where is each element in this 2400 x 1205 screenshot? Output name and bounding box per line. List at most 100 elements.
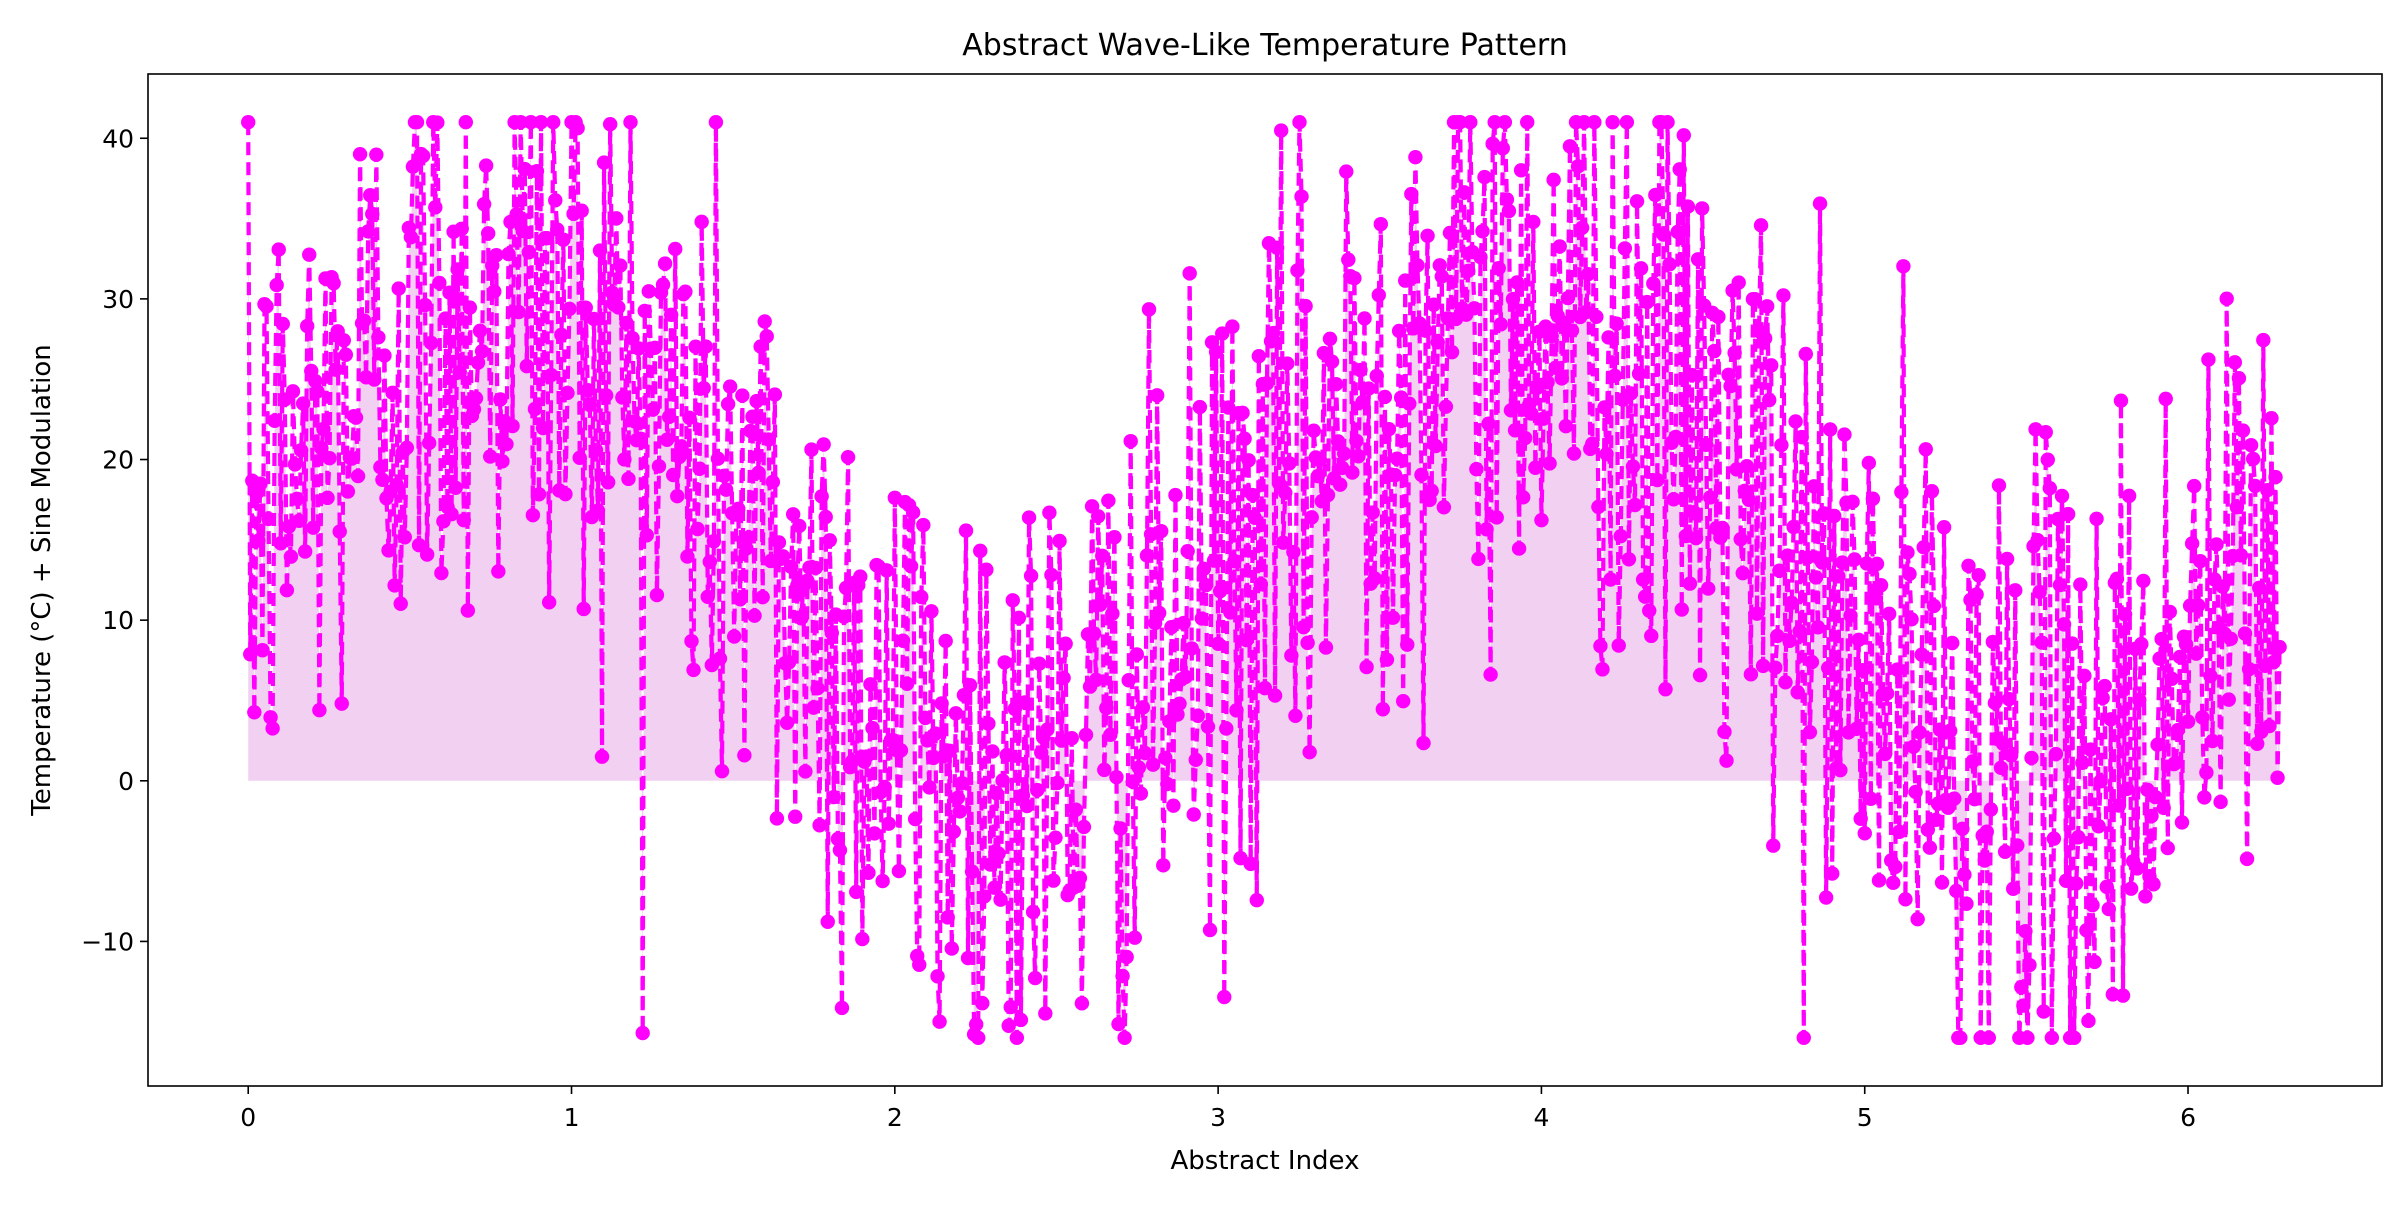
data-point bbox=[1603, 572, 1618, 587]
data-point bbox=[1999, 551, 2015, 567]
data-point bbox=[1845, 494, 1860, 510]
data-point bbox=[1892, 824, 1907, 840]
data-point bbox=[623, 114, 638, 130]
data-point bbox=[430, 115, 445, 130]
data-point bbox=[1847, 552, 1862, 567]
data-point bbox=[822, 533, 837, 548]
data-point bbox=[863, 677, 878, 692]
data-point bbox=[2038, 425, 2053, 440]
data-point bbox=[320, 490, 335, 506]
data-point bbox=[470, 355, 486, 370]
data-point bbox=[1190, 708, 1206, 724]
data-point bbox=[830, 831, 846, 847]
data-point bbox=[1044, 567, 1059, 583]
data-point bbox=[2215, 579, 2230, 594]
data-point bbox=[649, 587, 665, 603]
data-point bbox=[1269, 240, 1285, 256]
data-point bbox=[1330, 434, 1346, 449]
data-point bbox=[517, 161, 532, 177]
data-point bbox=[1574, 220, 1590, 236]
data-point bbox=[1707, 343, 1722, 359]
data-point bbox=[1599, 446, 1614, 462]
data-point bbox=[1719, 753, 1734, 768]
data-point bbox=[1467, 301, 1482, 316]
data-point bbox=[1001, 1018, 1016, 1033]
data-point bbox=[1961, 558, 1976, 574]
data-point bbox=[1507, 423, 1523, 438]
data-point bbox=[287, 457, 303, 472]
data-point bbox=[661, 409, 677, 425]
data-point bbox=[2008, 583, 2023, 598]
data-point bbox=[2195, 710, 2210, 725]
data-point bbox=[1387, 467, 1403, 483]
data-point bbox=[1196, 561, 1212, 577]
data-point bbox=[1345, 465, 1360, 480]
data-point bbox=[1802, 725, 1818, 740]
y-tick-label: 40 bbox=[102, 124, 134, 153]
data-point bbox=[1011, 610, 1027, 625]
data-point bbox=[1353, 362, 1368, 378]
data-point bbox=[1286, 544, 1301, 560]
data-point bbox=[295, 396, 311, 411]
data-point bbox=[985, 744, 1000, 759]
data-point bbox=[417, 297, 433, 313]
data-point bbox=[1090, 509, 1106, 524]
data-point bbox=[1438, 399, 1454, 414]
data-point bbox=[1991, 478, 2007, 493]
data-point bbox=[621, 471, 636, 487]
data-point bbox=[1942, 723, 1958, 739]
data-point bbox=[1692, 667, 1708, 683]
y-tick-label: 0 bbox=[118, 767, 134, 796]
data-point bbox=[718, 482, 734, 497]
data-point bbox=[2180, 714, 2196, 729]
data-point bbox=[692, 461, 707, 476]
data-point bbox=[1042, 505, 1057, 520]
data-point bbox=[1804, 654, 1820, 670]
data-point bbox=[1627, 497, 1643, 513]
data-point bbox=[590, 503, 606, 518]
data-point bbox=[619, 315, 634, 331]
data-point bbox=[1186, 807, 1201, 822]
data-point bbox=[572, 450, 587, 465]
data-point bbox=[668, 241, 683, 257]
data-point bbox=[2087, 954, 2102, 970]
y-tick-label: 20 bbox=[102, 446, 134, 475]
data-point bbox=[594, 749, 610, 764]
data-point bbox=[493, 392, 508, 407]
data-point bbox=[1733, 531, 1748, 547]
data-point bbox=[2109, 571, 2125, 587]
data-point bbox=[460, 603, 476, 618]
data-point bbox=[1682, 576, 1698, 591]
data-point bbox=[289, 491, 305, 506]
data-point bbox=[405, 159, 421, 174]
data-point bbox=[2040, 452, 2055, 467]
data-point bbox=[2056, 617, 2072, 632]
data-point bbox=[1296, 619, 1311, 635]
data-point bbox=[1670, 224, 1685, 240]
data-point bbox=[952, 804, 968, 819]
data-point bbox=[1987, 695, 2003, 711]
data-point bbox=[1759, 299, 1775, 314]
data-point bbox=[694, 214, 709, 230]
data-point bbox=[1117, 1030, 1132, 1046]
data-point bbox=[2262, 718, 2277, 734]
data-point bbox=[1520, 114, 1535, 130]
data-point bbox=[1475, 224, 1490, 239]
data-point bbox=[1282, 456, 1297, 471]
data-point bbox=[434, 565, 449, 581]
data-point bbox=[611, 300, 626, 315]
data-point bbox=[452, 365, 467, 380]
data-point bbox=[558, 486, 573, 502]
data-point bbox=[444, 506, 459, 522]
data-point bbox=[1021, 510, 1037, 525]
data-point bbox=[657, 256, 673, 271]
data-point bbox=[1076, 819, 1092, 835]
data-point bbox=[1851, 632, 1866, 647]
data-point bbox=[810, 681, 825, 696]
data-point bbox=[2260, 483, 2275, 498]
data-point bbox=[1660, 114, 1675, 130]
data-point bbox=[1479, 522, 1494, 537]
x-axis-ticks: 0 1 2 3 4 5 6 bbox=[240, 1086, 2196, 1132]
data-point bbox=[1820, 660, 1836, 676]
